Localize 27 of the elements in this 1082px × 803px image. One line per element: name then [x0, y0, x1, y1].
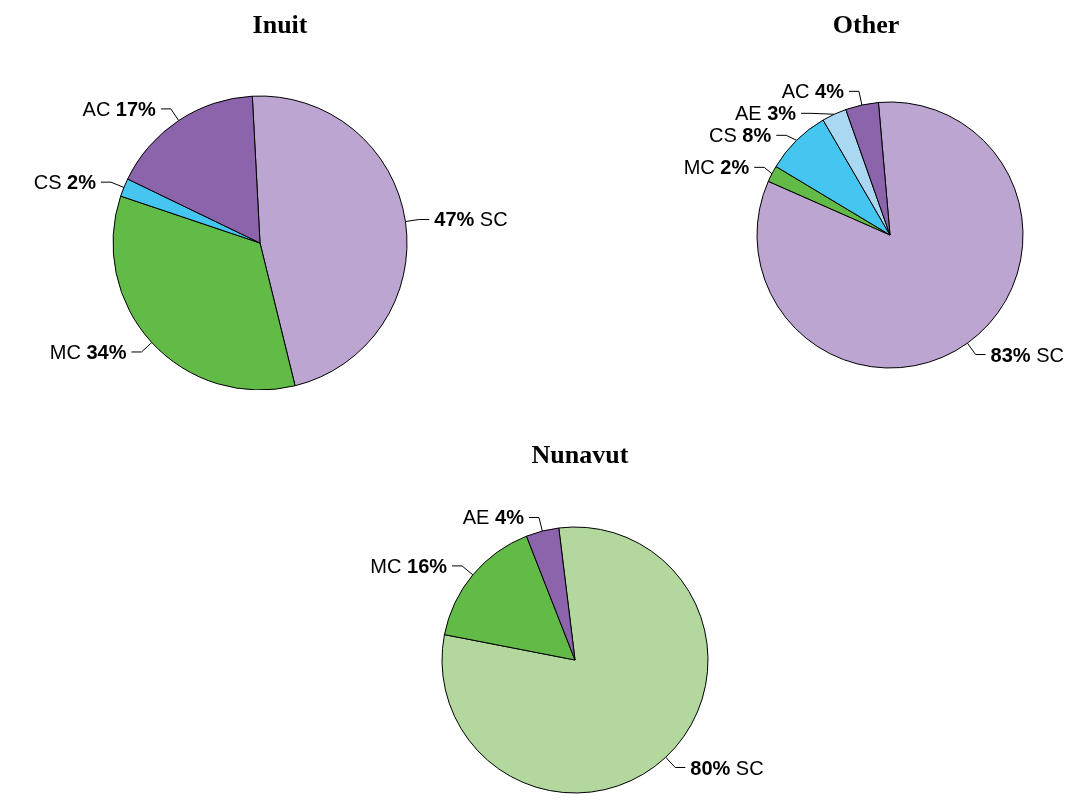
chart-title: Nunavut [531, 439, 629, 469]
chart-title: Other [832, 9, 900, 39]
slice-label: MC [683, 156, 721, 179]
slice-label: CS [33, 171, 68, 194]
data-label: 34% [86, 340, 127, 363]
slice-label: AC [82, 97, 116, 120]
data-label: 83% [990, 343, 1031, 366]
data-label: 80% [690, 756, 731, 779]
data-label: 47% [434, 208, 475, 231]
data-label: 2% [720, 156, 750, 179]
data-label: 4% [815, 80, 845, 103]
slice-label: SC [730, 756, 764, 779]
slice-label: SC [1030, 343, 1064, 366]
slice-label: AE [734, 102, 768, 125]
data-label: 3% [767, 102, 797, 125]
data-label: 17% [115, 97, 157, 120]
data-label: 8% [742, 124, 772, 147]
slice-label: AE [462, 506, 496, 529]
slice-label: MC [49, 340, 87, 363]
slice-label: CS [708, 124, 743, 147]
slice-label: MC [370, 554, 408, 577]
slice-label: SC [474, 208, 508, 231]
chart-title: Inuit [252, 9, 308, 39]
data-label: 16% [407, 554, 448, 577]
slice-label: AC [781, 80, 816, 103]
data-label: 4% [495, 506, 525, 529]
data-label: 2% [67, 171, 97, 194]
